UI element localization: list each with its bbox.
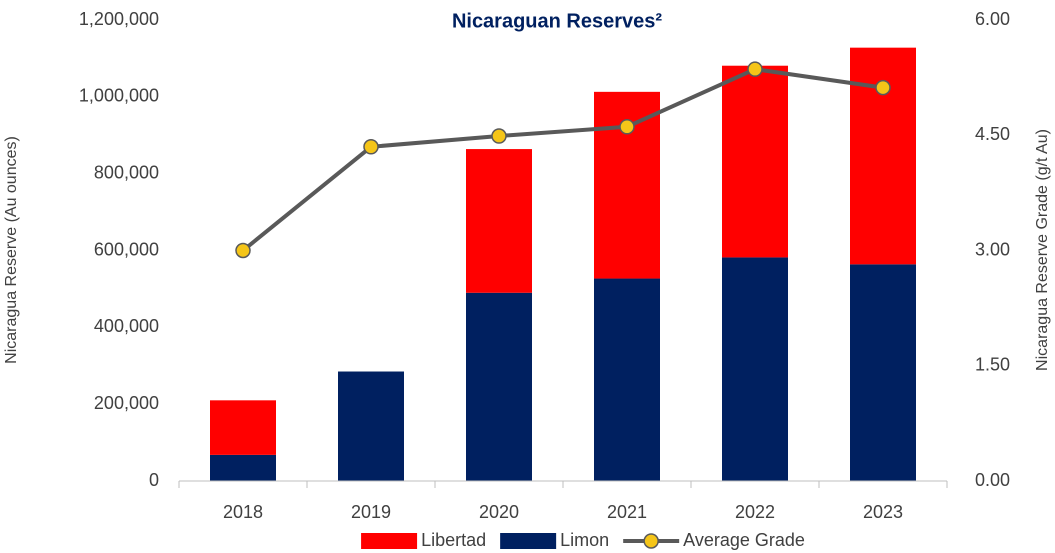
legend-label: Libertad (421, 530, 486, 550)
bar (722, 257, 788, 481)
bar (594, 278, 660, 481)
legend-swatch (361, 533, 418, 549)
line-marker (235, 242, 251, 259)
bar (466, 149, 532, 293)
y-tick-label: 600,000 (94, 239, 159, 259)
bar (338, 371, 404, 481)
y-tick-label: 0 (149, 470, 159, 490)
legend-label: Average Grade (683, 530, 805, 550)
bar (850, 264, 916, 481)
bar (722, 65, 788, 258)
y-tick-label: 1,000,000 (79, 86, 159, 106)
line-marker (619, 119, 635, 135)
y-tick-label: 1,200,000 (79, 9, 159, 29)
legend: Libertad Limon Average Grade (361, 530, 805, 550)
y2-tick-label: 0.00 (975, 470, 1010, 490)
line-series (241, 67, 884, 253)
bar (210, 400, 276, 455)
y-tick-label: 200,000 (94, 393, 159, 413)
x-tick-label: 2021 (607, 502, 647, 522)
y-tick-label: 400,000 (94, 316, 159, 336)
y2-tick-label: 3.00 (975, 239, 1010, 259)
legend-label: Limon (560, 530, 609, 550)
y2-tick-label: 1.50 (975, 355, 1010, 375)
y-tick-label: 800,000 (94, 162, 159, 182)
x-tick-label: 2023 (863, 502, 903, 522)
line-marker (747, 61, 763, 77)
x-tick-label: 2022 (735, 502, 775, 522)
line-marker (875, 79, 891, 96)
legend-swatch (500, 533, 557, 549)
line-marker (491, 128, 507, 144)
bar (466, 292, 532, 481)
y2-axis-title: Nicaragua Reserve Grade (g/t Au) (1034, 129, 1051, 371)
y-axis-title: Nicaragua Reserve (Au ounces) (3, 136, 20, 364)
bar (210, 454, 276, 481)
chart-title: Nicaraguan Reserves² (452, 10, 662, 32)
y2-tick-label: 4.50 (975, 124, 1010, 144)
x-tick-label: 2018 (223, 502, 263, 522)
line-marker (363, 139, 379, 155)
y2-tick-label: 6.00 (975, 9, 1010, 29)
x-tick-label: 2019 (351, 502, 391, 522)
x-tick-label: 2020 (479, 502, 519, 522)
legend-marker (643, 533, 659, 549)
